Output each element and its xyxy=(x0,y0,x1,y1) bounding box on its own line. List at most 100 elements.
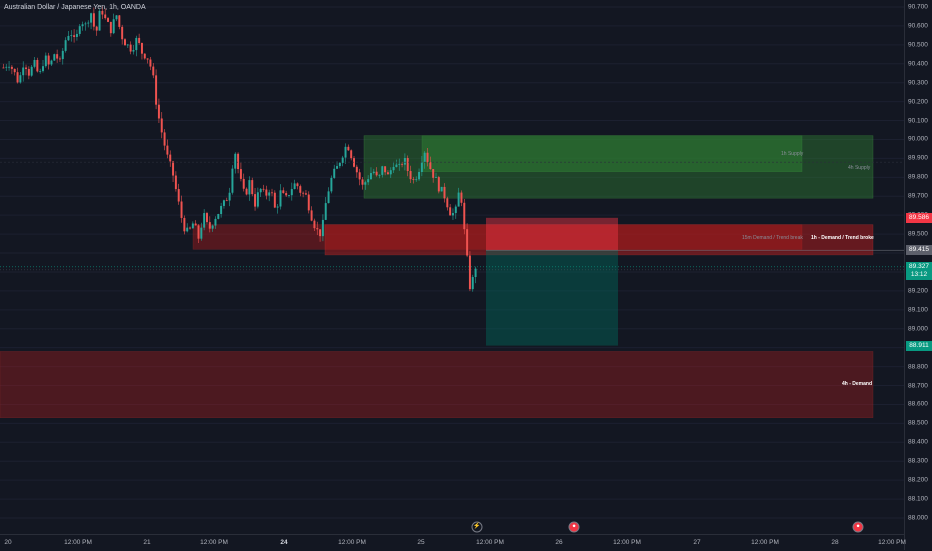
zone-4h-demand xyxy=(0,351,874,418)
candle-body xyxy=(95,26,98,31)
candle-body xyxy=(109,21,112,34)
candle-body xyxy=(27,68,30,76)
candle-body xyxy=(338,162,341,167)
zone-label-4h-supply: 4h Supply xyxy=(848,165,871,171)
candle-body xyxy=(273,192,276,208)
candle-body xyxy=(437,177,440,192)
candle-body xyxy=(287,195,290,196)
candle-body xyxy=(177,189,180,202)
candle-body xyxy=(231,168,234,193)
candle-body xyxy=(152,66,155,76)
candle-body xyxy=(276,206,279,208)
candle-body xyxy=(73,35,76,37)
candle-body xyxy=(203,213,206,228)
candle-body xyxy=(429,162,432,170)
candle-body xyxy=(457,192,460,207)
last-price-badge: 89.327 13:12 xyxy=(906,261,932,280)
price-tick-label: 89.000 xyxy=(908,325,928,333)
candle-body xyxy=(138,37,141,43)
candle-body xyxy=(262,188,265,190)
candle-body xyxy=(98,10,101,31)
zone-1h-demand-trend-broke xyxy=(324,224,874,256)
price-tick-label: 89.200 xyxy=(908,287,928,295)
candle-body xyxy=(248,180,251,195)
stop-price-badge: 89.586 xyxy=(906,212,932,223)
candle-body xyxy=(228,192,231,201)
zone-1h-supply xyxy=(421,135,803,172)
entry-price-badge: 89.415 xyxy=(906,245,932,256)
time-axis[interactable]: 20 12:00 PM 21 12:00 PM 24 12:00 PM 25 12:00 PM… xyxy=(0,534,906,551)
candle-body xyxy=(307,194,310,211)
price-tick-label: 88.800 xyxy=(908,363,928,371)
position-risk-zone xyxy=(486,217,618,251)
candle-body xyxy=(449,207,452,216)
candle-body xyxy=(222,200,225,206)
candle-body xyxy=(5,66,8,68)
time-tick-label: 12:00 PM xyxy=(878,539,906,546)
candle-body xyxy=(107,18,110,22)
price-tick-label: 90.400 xyxy=(908,60,928,68)
candle-body xyxy=(372,171,375,174)
candle-body xyxy=(90,13,93,23)
candle-body xyxy=(174,175,177,190)
candle-body xyxy=(135,37,138,51)
candle-body xyxy=(392,166,395,171)
candle-body xyxy=(327,191,330,204)
candle-body xyxy=(435,177,437,178)
candle-body xyxy=(296,183,299,187)
flag-event-icon[interactable]: ● xyxy=(568,521,580,533)
candle-body xyxy=(112,19,115,34)
candle-body xyxy=(302,192,305,194)
candle-body xyxy=(451,213,454,216)
candle-body xyxy=(415,179,418,181)
candle-body xyxy=(214,218,217,226)
candle-body xyxy=(398,163,401,165)
candle-body xyxy=(367,179,370,183)
candle-body xyxy=(336,166,339,169)
candle-body xyxy=(8,66,11,68)
bar-countdown: 13:12 xyxy=(910,270,928,278)
candle-body xyxy=(169,154,172,162)
candle-body xyxy=(381,166,384,175)
price-axis[interactable]: 90.700 90.600 90.500 90.400 90.300 90.200 90.1… xyxy=(904,0,932,550)
candle-body xyxy=(418,171,421,180)
candle-body xyxy=(321,219,324,237)
price-chart[interactable] xyxy=(0,0,904,534)
candle-body xyxy=(239,169,242,179)
price-tick-label: 88.200 xyxy=(908,476,928,484)
candle-body xyxy=(355,166,358,173)
candle-body xyxy=(259,188,262,193)
candle-body xyxy=(118,15,121,27)
price-tick-label: 90.000 xyxy=(908,135,928,143)
candle-body xyxy=(19,75,22,83)
candle-body xyxy=(378,174,381,176)
candle-body xyxy=(304,193,307,195)
candle-body xyxy=(460,192,463,203)
candle-body xyxy=(101,10,104,15)
candle-body xyxy=(194,223,197,226)
candle-body xyxy=(61,50,64,60)
candle-body xyxy=(271,192,274,194)
price-tick-label: 88.000 xyxy=(908,514,928,522)
time-tick-label: 24 xyxy=(280,539,288,546)
price-tick-label: 90.600 xyxy=(908,22,928,30)
flash-event-icon[interactable]: ⚡ xyxy=(471,521,483,533)
candle-body xyxy=(22,67,25,76)
candle-body xyxy=(211,225,214,229)
candle-body xyxy=(208,222,211,229)
candle-body xyxy=(186,227,189,232)
flag-event-icon[interactable]: ● xyxy=(852,521,864,533)
candle-body xyxy=(146,58,149,60)
price-tick-label: 89.700 xyxy=(908,192,928,200)
price-tick-label: 90.700 xyxy=(908,3,928,11)
candle-body xyxy=(56,54,59,59)
candle-body xyxy=(454,206,457,214)
candle-body xyxy=(423,152,426,163)
candle-body xyxy=(279,190,282,207)
candle-body xyxy=(245,188,248,195)
chart-area[interactable]: Australian Dollar / Japanese Yen, 1h, OA… xyxy=(0,0,904,534)
candle-body xyxy=(13,68,16,73)
candle-body xyxy=(440,186,443,192)
candle-body xyxy=(333,168,336,178)
candle-body xyxy=(403,158,406,165)
